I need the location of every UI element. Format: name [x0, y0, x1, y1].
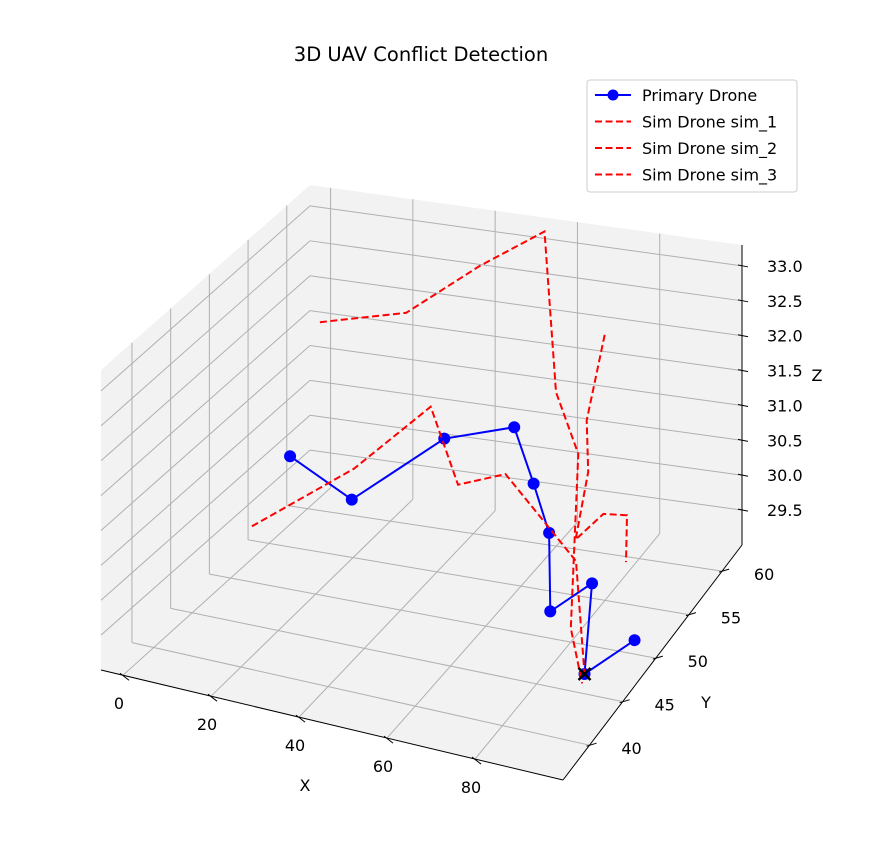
x-tick-label: 0 [114, 694, 124, 713]
z-tick-mark [737, 334, 749, 338]
y-tick-mark [652, 655, 663, 660]
y-grid-line [131, 642, 590, 746]
y-grid-line [286, 505, 723, 572]
legend-label-0: Primary Drone [642, 86, 757, 105]
z-tick-mark [737, 473, 749, 477]
z-tick-label: 29.5 [767, 501, 803, 520]
x-tick-mark [207, 693, 218, 702]
z-tick-label: 32.5 [767, 292, 803, 311]
z-grid-line [100, 310, 311, 496]
z-grid-line [100, 379, 311, 566]
y-tick-label: 40 [621, 739, 641, 758]
x-tick-mark [383, 735, 394, 744]
z-tick-label: 30.5 [767, 431, 803, 450]
y-grid-line [247, 539, 690, 616]
legend-label-1: Sim Drone sim_1 [642, 113, 777, 133]
z-tick-label: 30.0 [767, 466, 803, 485]
z-grid-line [100, 240, 311, 427]
series-point-0 [508, 421, 521, 434]
z-grid-line [309, 449, 743, 511]
series-line-3 [574, 334, 629, 563]
y-tick-mark [718, 568, 730, 573]
y-axis-line [562, 544, 743, 781]
y-tick-label: 55 [721, 609, 741, 628]
y-tick-mark [586, 742, 597, 747]
legend-label-2: Sim Drone sim_2 [642, 139, 777, 159]
z-grid-line [309, 310, 743, 372]
legend-frame [586, 79, 798, 193]
z-grid-line [309, 240, 743, 302]
x-tick-label: 60 [373, 757, 393, 776]
axes-lines [100, 245, 743, 781]
x-axis-label: X [300, 776, 311, 795]
z-grid-line [100, 414, 311, 601]
y-tick-label: 45 [654, 696, 674, 715]
left-pane [101, 185, 310, 670]
conflict-marker [577, 667, 592, 681]
z-grid-line [309, 205, 743, 267]
z-grid-line [100, 205, 311, 392]
axes-ticks: 0 20 40 60 80 40 45 50 55 60 29.5 30.0 30.5 31.0 31.5 3… [114, 257, 803, 797]
series-line-0 [289, 426, 636, 676]
x-tick-mark [471, 756, 482, 765]
y-tick-mark [619, 699, 630, 704]
x-grid-line [386, 521, 578, 739]
z-grid-line [309, 344, 743, 406]
y-tick-label: 50 [688, 652, 708, 671]
legend-label-3: Sim Drone sim_3 [642, 166, 777, 186]
axes-panes [101, 185, 742, 780]
y-axis-label: Y [700, 693, 711, 712]
x-tick-label: 40 [285, 736, 305, 755]
z-tick-mark [737, 403, 749, 407]
x-grid-line [298, 510, 496, 718]
z-grid-line [100, 449, 311, 636]
z-tick-label: 32.0 [767, 327, 803, 346]
chart-title: 3D UAV Conflict Detection [294, 43, 548, 66]
z-tick-mark [737, 264, 749, 268]
z-tick-label: 31.0 [767, 396, 803, 415]
z-tick-mark [737, 369, 749, 373]
series-layer [251, 229, 641, 684]
series-point-0 [628, 634, 641, 647]
z-grid-line [100, 275, 311, 462]
legend: Primary Drone Sim Drone sim_1 Sim Drone si… [586, 79, 798, 193]
z-grid-line [309, 379, 743, 441]
x-tick-label: 20 [197, 715, 217, 734]
y-grid-line [170, 607, 623, 703]
z-grid-line [309, 414, 743, 476]
series-point-0 [544, 605, 557, 618]
y-tick-label: 60 [754, 565, 774, 584]
legend-marker-0 [607, 89, 619, 101]
y-tick-mark [685, 612, 697, 617]
floor-pane [101, 485, 742, 780]
x-grid-line [122, 487, 331, 676]
series-point-0 [586, 577, 599, 590]
series-point-0 [527, 477, 540, 490]
z-tick-label: 31.5 [767, 362, 803, 381]
x-axis-line [100, 669, 564, 781]
z-tick-mark [737, 438, 749, 442]
z-grid-line [309, 275, 743, 337]
series-point-0 [284, 450, 297, 463]
x-tick-mark [119, 672, 130, 681]
z-grid-line [100, 345, 311, 531]
x-tick-mark [295, 714, 306, 723]
series-line-2 [319, 229, 584, 684]
x-tick-label: 80 [461, 778, 481, 797]
z-axis-label: Z [812, 366, 823, 385]
z-tick-mark [737, 299, 749, 303]
series-point-0 [345, 493, 358, 506]
x-grid-line [474, 533, 661, 760]
z-tick-label: 33.0 [767, 257, 803, 276]
back-pane [310, 185, 742, 545]
x-grid-line [210, 498, 414, 697]
z-tick-mark [737, 508, 749, 512]
